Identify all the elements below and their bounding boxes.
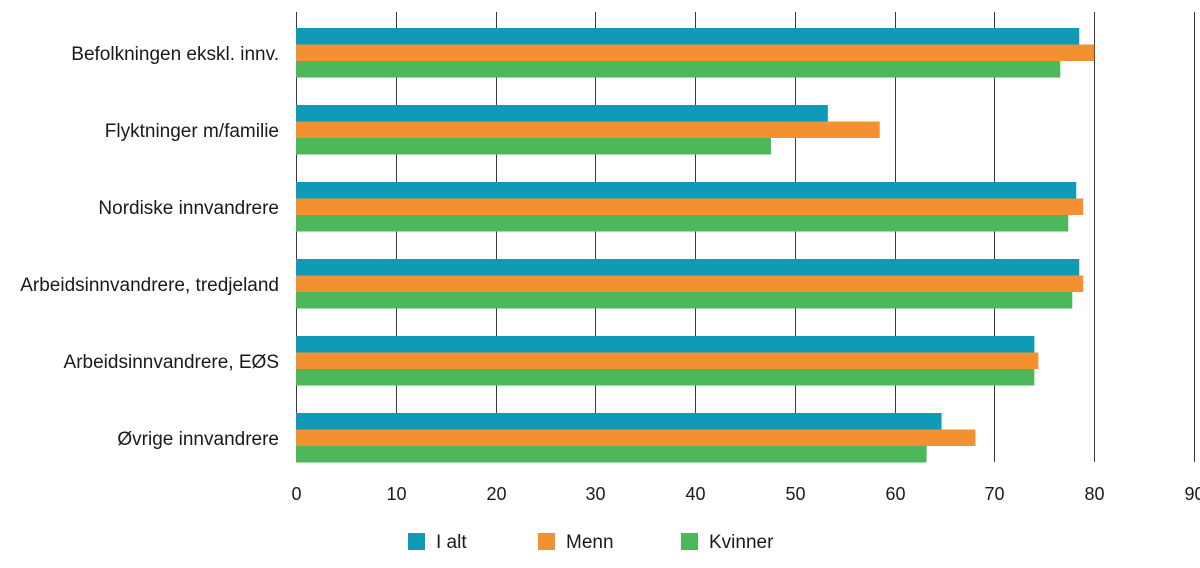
bar-i-alt — [296, 182, 1077, 199]
bar-kvinner — [296, 292, 1073, 309]
bar-kvinner — [296, 369, 1035, 386]
category-label: Befolkningen ekskl. innv. — [71, 44, 279, 65]
bar-kvinner — [296, 215, 1069, 232]
bar-kvinner — [296, 446, 927, 463]
x-tick-label: 40 — [685, 484, 705, 504]
legend-label: I alt — [436, 532, 467, 553]
category-label: Arbeidsinnvandrere, EØS — [64, 352, 279, 373]
bar-menn — [296, 44, 1095, 61]
category-label: Øvrige innvandrere — [117, 429, 279, 450]
category-label: Nordiske innvandrere — [98, 198, 279, 219]
x-tick-label: 30 — [585, 484, 605, 504]
x-tick-label: 20 — [486, 484, 506, 504]
bar-menn — [296, 121, 880, 138]
bar-i-alt — [296, 259, 1080, 276]
legend-swatch-menn — [538, 533, 555, 550]
x-tick-label: 50 — [785, 484, 805, 504]
legend-label: Menn — [566, 532, 614, 553]
legend-swatch-kvinner — [681, 533, 698, 550]
legend-label: Kvinner — [709, 532, 774, 553]
x-tick-label: 0 — [291, 484, 301, 504]
bar-menn — [296, 198, 1084, 215]
x-tick-label: 90 — [1184, 484, 1200, 504]
legend-swatch-i-alt — [408, 533, 425, 550]
grid-layer — [296, 12, 1195, 462]
x-tick-label: 60 — [885, 484, 905, 504]
bar-menn — [296, 429, 976, 446]
category-label: Arbeidsinnvandrere, tredjeland — [20, 275, 279, 296]
bar-menn — [296, 352, 1039, 369]
category-labels: Befolkningen ekskl. innv. Flyktninger m/f… — [20, 44, 279, 450]
category-label: Flyktninger m/familie — [105, 121, 279, 142]
bars-layer — [296, 28, 1095, 463]
legend: I alt Menn Kvinner — [408, 532, 774, 553]
bar-i-alt — [296, 105, 828, 122]
bar-kvinner — [296, 138, 771, 155]
x-axis-ticks: 0 10 20 30 40 50 60 70 80 90 — [291, 484, 1200, 504]
bar-i-alt — [296, 336, 1035, 353]
x-tick-label: 80 — [1084, 484, 1104, 504]
x-tick-label: 70 — [984, 484, 1004, 504]
bar-i-alt — [296, 413, 942, 430]
bar-i-alt — [296, 28, 1080, 45]
bar-kvinner — [296, 61, 1061, 78]
x-tick-label: 10 — [386, 484, 406, 504]
bar-menn — [296, 275, 1084, 292]
